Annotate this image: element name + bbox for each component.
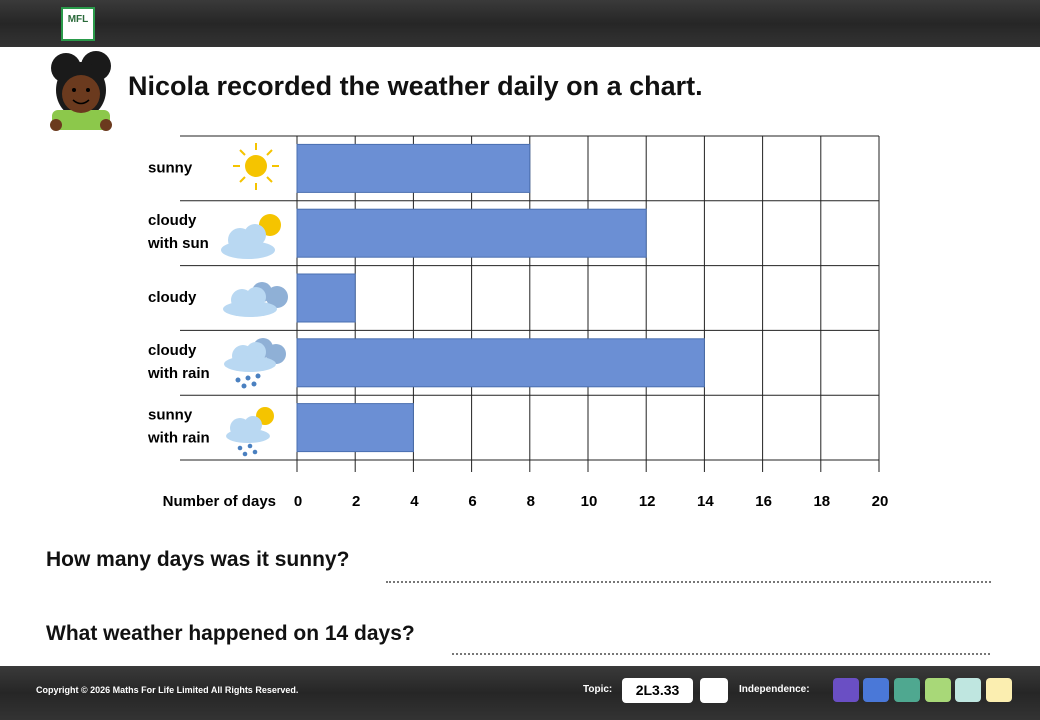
category-label: cloudy with sun xyxy=(147,212,209,252)
weather-icons xyxy=(221,143,288,457)
answer-line xyxy=(386,581,991,583)
x-tick-label: 10 xyxy=(581,493,598,510)
logo: MFL xyxy=(61,7,95,41)
answer-line xyxy=(452,653,990,655)
header-band xyxy=(0,0,1040,47)
swatch[interactable] xyxy=(986,678,1012,702)
category-label: cloudy xyxy=(148,289,197,306)
category-label: sunny with rain xyxy=(147,407,210,447)
topic-code: 2L3.33 xyxy=(622,678,693,703)
topic-label: Topic: xyxy=(583,684,613,695)
swatch[interactable] xyxy=(955,678,981,702)
title: Nicola recorded the weather daily on a c… xyxy=(128,71,703,101)
x-tick-label: 20 xyxy=(872,493,889,510)
x-tick-label: 18 xyxy=(813,493,830,510)
bar xyxy=(296,143,531,193)
bar xyxy=(296,403,414,453)
question: What weather happened on 14 days? xyxy=(46,622,415,645)
swatch[interactable] xyxy=(925,678,951,702)
x-tick-label: 4 xyxy=(410,493,419,510)
x-tick-label: 14 xyxy=(697,493,714,510)
x-tick-label: 6 xyxy=(468,493,476,510)
swatch[interactable] xyxy=(894,678,920,702)
label-line: sunny xyxy=(148,407,196,424)
label-line: with sun xyxy=(147,235,209,252)
swatch[interactable] xyxy=(833,678,859,702)
x-tick-label: 12 xyxy=(639,493,656,510)
bar xyxy=(296,273,356,323)
x-tick-label: 0 xyxy=(294,493,302,510)
label-line: cloudy xyxy=(148,212,201,229)
label-line: cloudy xyxy=(148,342,201,359)
category-label: cloudy with rain xyxy=(147,342,210,382)
category-label: sunny xyxy=(148,159,193,176)
bar xyxy=(296,208,647,258)
label-line: with rain xyxy=(147,430,210,447)
swatch[interactable] xyxy=(863,678,889,702)
label-line: with rain xyxy=(147,365,210,382)
copyright: Copyright © 2026 Maths For Life Limited … xyxy=(36,685,299,695)
question: How many days was it sunny? xyxy=(46,548,350,571)
x-tick-label: 16 xyxy=(755,493,772,510)
independence-label: Independence: xyxy=(739,684,810,695)
topic-box xyxy=(700,678,728,703)
x-tick-label: 2 xyxy=(352,493,360,510)
x-axis-label: Number of days xyxy=(163,493,276,510)
bar xyxy=(296,338,705,388)
x-tick-label: 8 xyxy=(527,493,535,510)
avatar xyxy=(50,51,112,131)
